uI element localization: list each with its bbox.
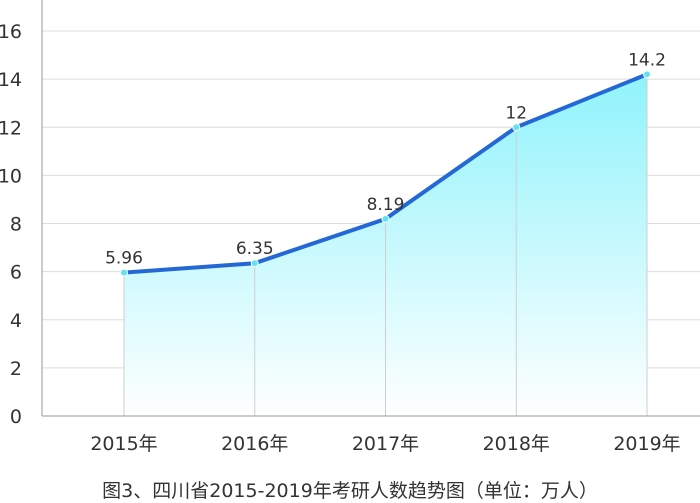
axes (41, 0, 700, 417)
y-tick-label: 10 (0, 165, 22, 187)
data-label: 14.2 (628, 50, 666, 70)
y-tick-label: 4 (10, 310, 22, 332)
data-point (120, 268, 128, 277)
y-tick-label: 6 (10, 262, 22, 284)
y-tick-label: 14 (0, 69, 22, 91)
x-grid-lines (123, 74, 648, 416)
data-points (120, 70, 651, 277)
y-tick-label: 16 (0, 21, 22, 43)
x-tick-label: 2017年 (352, 433, 419, 455)
data-label: 12 (505, 103, 527, 123)
data-label: 6.35 (236, 239, 274, 259)
data-point (643, 70, 651, 79)
data-labels: 5.96 6.35 8.19 12 14.2 (105, 50, 666, 268)
x-tick-label: 2016年 (221, 433, 288, 455)
data-point (250, 259, 259, 268)
x-tick-label: 2015年 (90, 433, 157, 455)
x-tick-labels: 2015年 2016年 2017年 2018年 2019年 (90, 433, 680, 455)
y-tick-labels: 0 2 4 6 8 10 12 14 16 (0, 21, 22, 428)
chart-title: 图3、四川省2015-2019年考研人数趋势图（单位：万人） (102, 480, 598, 502)
x-tick-label: 2018年 (483, 433, 550, 455)
y-tick-label: 8 (10, 214, 22, 236)
data-point (512, 123, 521, 132)
data-point (381, 214, 390, 223)
data-label: 5.96 (105, 249, 143, 269)
y-tick-label: 12 (0, 117, 22, 139)
y-tick-label: 2 (10, 358, 22, 380)
data-label: 8.19 (367, 195, 405, 215)
y-tick-label: 0 (10, 406, 22, 428)
x-tick-label: 2019年 (613, 433, 680, 455)
